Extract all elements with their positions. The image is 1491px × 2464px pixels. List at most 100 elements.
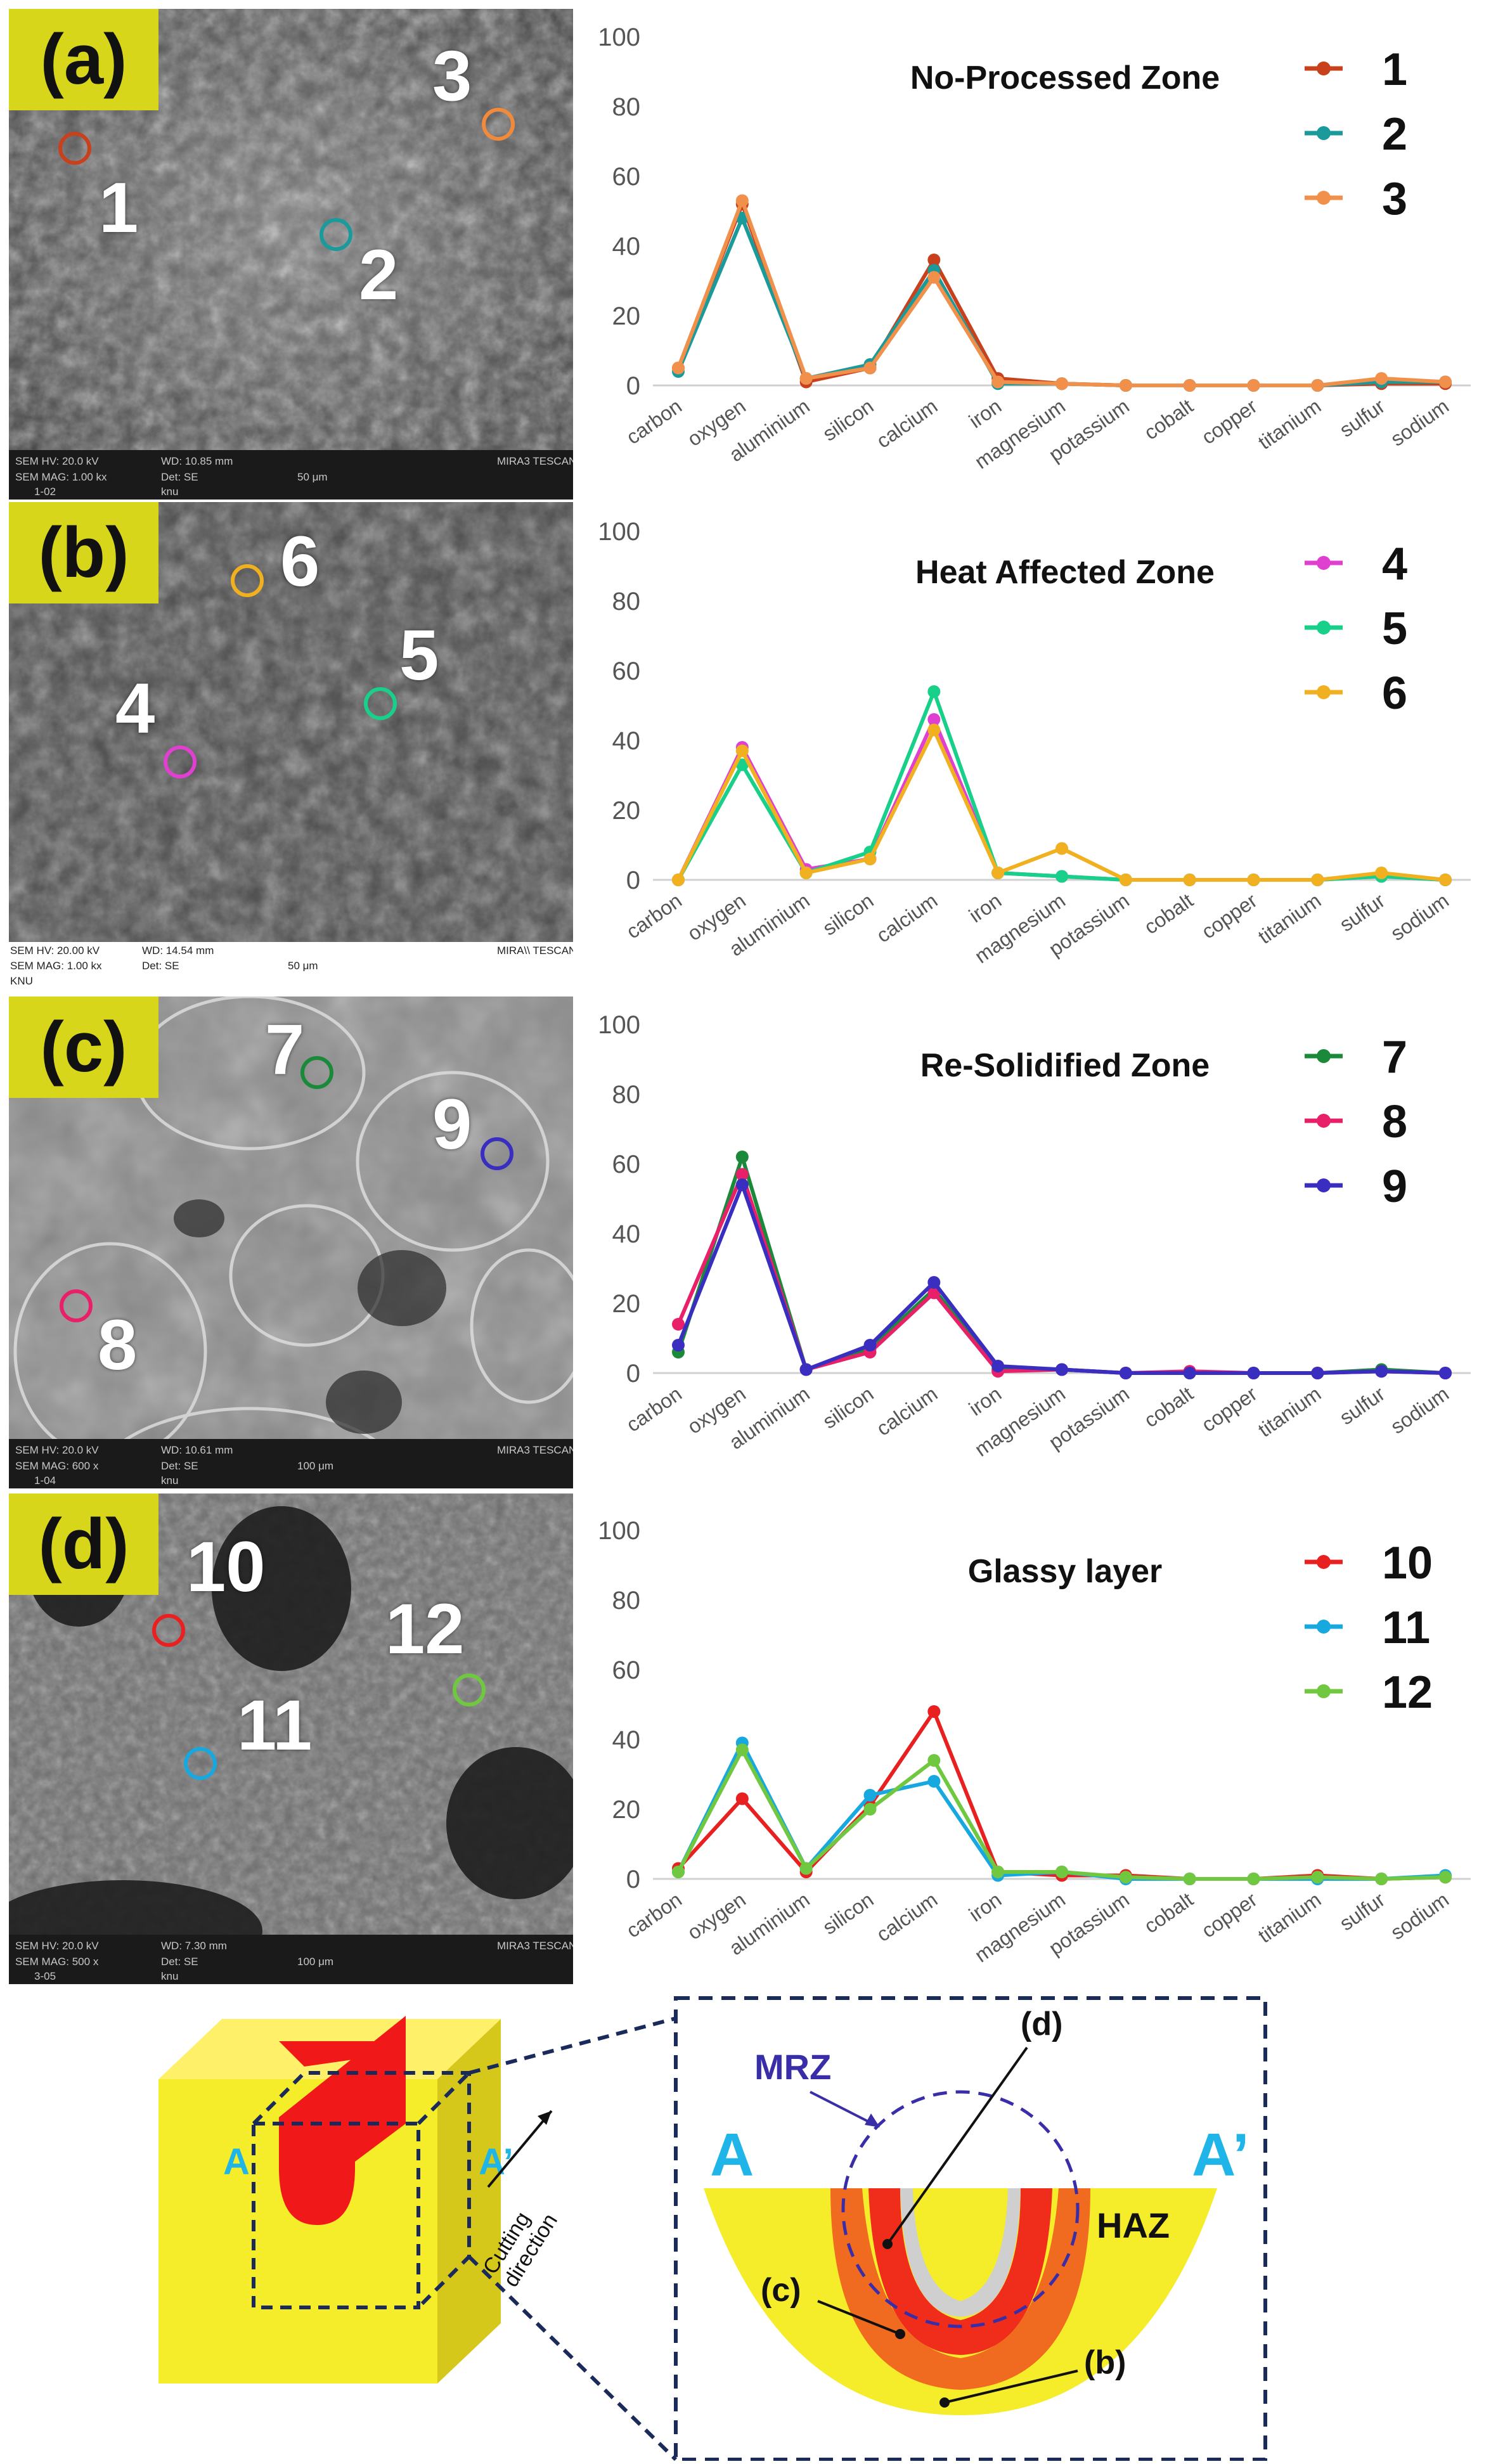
sem-code: KNU <box>10 975 33 987</box>
data-point <box>735 194 749 207</box>
sem-panel-b: (b) 4 5 6 SEM HV: 20.00 kV WD: 14.54 mm … <box>9 502 573 991</box>
legend-marker <box>1317 1684 1331 1698</box>
series-line-2 <box>676 216 1445 387</box>
y-tick-label: 40 <box>612 727 641 755</box>
legend-marker <box>1317 191 1331 205</box>
data-point <box>927 685 941 698</box>
data-point <box>799 372 813 385</box>
data-point <box>863 1339 877 1351</box>
x-tick-label: titanium <box>1254 394 1325 454</box>
x-tick-label: copper <box>1197 394 1262 449</box>
mrz-circle <box>841 2090 1080 2328</box>
cutting-arrow-line <box>487 2110 553 2188</box>
sem-hv: SEM HV: 20.0 kV <box>15 1940 99 1952</box>
point-marker-10 <box>152 1614 185 1647</box>
sample-block: A A’ Cutting direction <box>158 2016 678 2461</box>
data-point <box>799 1363 813 1376</box>
glassy-layer-grey <box>900 2188 1021 2317</box>
data-point <box>1375 1873 1388 1885</box>
point-number-5: 5 <box>399 616 439 695</box>
series-line-1 <box>676 202 1445 387</box>
x-tick-label: sodium <box>1386 1382 1453 1438</box>
data-point <box>735 1178 749 1191</box>
data-point <box>1183 1873 1196 1885</box>
x-tick-label: sulfur <box>1335 1382 1389 1429</box>
sem-lab: knu <box>161 486 179 498</box>
legend-label: 7 <box>1382 1032 1407 1083</box>
x-tick-label: copper <box>1197 1888 1262 1942</box>
sem-brand: MIRA\\ TESCAN <box>497 945 573 957</box>
legend-label: 8 <box>1382 1097 1407 1147</box>
data-point <box>1247 1873 1260 1885</box>
y-tick-label: 40 <box>612 1220 641 1248</box>
mrz-arrow <box>810 2091 875 2126</box>
x-tick-label: sulfur <box>1335 889 1389 936</box>
schematic-diagram: A A’ Cutting direction A A’ MRZ HAZ (d) <box>0 1978 1491 2461</box>
y-tick-label: 60 <box>612 1656 641 1684</box>
x-tick-label: cobalt <box>1140 1888 1197 1938</box>
data-point <box>927 1286 941 1300</box>
legend-marker <box>1317 1178 1331 1192</box>
y-tick-label: 20 <box>612 797 641 825</box>
series-line-9 <box>676 1183 1446 1375</box>
point-marker-11 <box>184 1747 217 1780</box>
point-marker-6 <box>231 564 264 597</box>
y-tick-label: 0 <box>626 1360 640 1388</box>
legend-marker <box>1317 1049 1331 1063</box>
chart-glassy-layer: 0 20 40 60 80 100 carbon oxygen aluminium silicon… <box>590 1493 1483 1994</box>
point-marker-4 <box>164 745 197 778</box>
x-tick-label: iron <box>965 1888 1005 1926</box>
sem-brand: MIRA3 TESCAN <box>497 1940 573 1952</box>
legend-marker <box>1317 1620 1331 1634</box>
ref-line-d <box>886 2046 1028 2245</box>
data-point <box>1119 1367 1132 1379</box>
x-tick-label: titanium <box>1254 1888 1325 1947</box>
data-point <box>672 874 685 886</box>
x-tick-label: copper <box>1197 1382 1262 1436</box>
data-point <box>735 1743 749 1757</box>
chart-title: No-Processed Zone <box>910 60 1220 96</box>
data-point <box>1055 1866 1068 1878</box>
inspection-box-front <box>252 2122 420 2309</box>
point-marker-1 <box>58 132 91 165</box>
point-number-2: 2 <box>359 235 399 314</box>
x-tick-label: titanium <box>1254 1382 1325 1442</box>
x-tick-label: calcium <box>872 1888 942 1946</box>
sem-hv: SEM HV: 20.0 kV <box>15 455 99 467</box>
x-tick-label: calcium <box>872 889 942 947</box>
y-tick-label: 80 <box>612 588 641 616</box>
chart-no-processed-zone: 0 20 40 60 80 100 carbon oxygen aluminium silicon… <box>590 0 1483 501</box>
sem-code: 3-05 <box>34 1970 56 1982</box>
glassy-layer-red <box>868 2188 1052 2355</box>
data-point <box>1311 874 1324 886</box>
legend-label: 9 <box>1382 1161 1407 1212</box>
x-tick-label: carbon <box>622 394 686 449</box>
sem-wd: WD: 10.85 mm <box>161 455 233 467</box>
sem-wd: WD: 7.30 mm <box>161 1940 227 1952</box>
x-tick-label: sulfur <box>1335 1888 1389 1935</box>
data-point <box>1183 1367 1196 1379</box>
legend-marker <box>1317 1114 1331 1128</box>
series-line-3 <box>676 198 1446 387</box>
legend-marker <box>1317 1555 1331 1569</box>
chart-heat-affected-zone: 0 20 40 60 80 100 carbon oxygen aluminium silicon… <box>590 494 1483 995</box>
ref-label-b: (b) <box>1084 2344 1126 2381</box>
data-point <box>1183 379 1196 392</box>
x-tick-label: carbon <box>622 1382 686 1436</box>
chart-title: Heat Affected Zone <box>915 554 1215 591</box>
panel-label-d: (d) <box>9 1493 158 1595</box>
sem-mag: SEM MAG: 500 x <box>15 1956 99 1968</box>
data-point <box>1439 375 1452 389</box>
point-marker-3 <box>482 108 515 141</box>
series-line-4 <box>676 718 1446 882</box>
x-tick-label: sodium <box>1386 889 1453 945</box>
data-point <box>1247 379 1260 392</box>
zoom-frame <box>674 1996 1267 2461</box>
zoom-label-a: A <box>710 2121 754 2189</box>
y-tick-label: 100 <box>598 1517 640 1545</box>
sem-det: Det: SE <box>161 471 198 483</box>
data-point <box>1375 372 1388 385</box>
data-point <box>735 1151 749 1163</box>
x-tick-label: titanium <box>1254 889 1325 948</box>
